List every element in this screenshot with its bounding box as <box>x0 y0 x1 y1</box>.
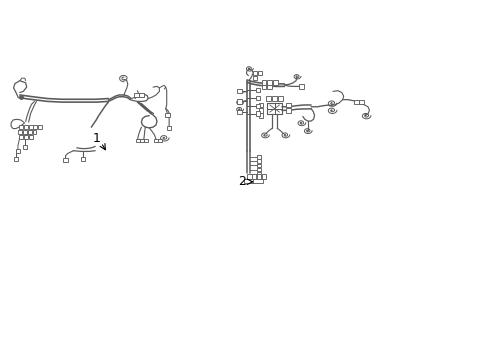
Bar <box>299 84 304 89</box>
Bar <box>165 113 169 117</box>
Bar <box>24 125 28 129</box>
Bar <box>237 99 242 104</box>
Bar <box>246 174 251 179</box>
Bar <box>261 174 265 179</box>
Bar <box>134 93 139 97</box>
Bar <box>28 130 31 134</box>
Bar <box>14 157 18 161</box>
Bar <box>258 108 263 113</box>
Bar <box>257 168 261 171</box>
Bar <box>253 179 263 183</box>
Bar <box>243 179 253 183</box>
Bar <box>255 88 260 92</box>
Bar <box>267 85 272 89</box>
Bar <box>19 125 23 129</box>
Bar <box>19 135 23 139</box>
Bar <box>255 111 260 116</box>
Bar <box>257 71 262 75</box>
Bar <box>257 159 261 163</box>
Bar <box>33 125 37 129</box>
Bar <box>139 93 143 97</box>
Bar <box>252 76 257 80</box>
Text: 1: 1 <box>92 132 100 145</box>
Bar <box>18 130 22 134</box>
Bar <box>257 155 261 158</box>
Bar <box>237 89 242 93</box>
Bar <box>166 126 171 130</box>
Bar <box>267 80 272 85</box>
Bar <box>22 145 27 149</box>
Bar <box>257 172 261 176</box>
Bar <box>252 71 257 75</box>
Bar <box>81 157 85 161</box>
Bar <box>16 149 20 153</box>
Bar <box>136 139 140 142</box>
Bar <box>140 139 143 142</box>
Bar <box>285 103 290 107</box>
Bar <box>143 139 147 142</box>
Bar <box>285 108 290 113</box>
Bar <box>23 130 27 134</box>
Bar <box>258 103 263 107</box>
Text: 2: 2 <box>238 175 245 188</box>
Bar <box>158 139 162 142</box>
Bar <box>353 100 358 104</box>
Bar <box>29 125 32 129</box>
Bar <box>278 96 283 101</box>
Bar <box>251 174 256 179</box>
Bar <box>272 96 277 101</box>
Bar <box>237 110 242 114</box>
Bar <box>261 80 266 85</box>
Bar <box>24 135 28 139</box>
Bar <box>266 96 271 101</box>
Bar <box>38 125 42 129</box>
Bar <box>154 139 158 142</box>
Bar <box>255 104 260 108</box>
Bar <box>256 174 261 179</box>
Bar <box>261 85 266 89</box>
Bar <box>258 113 263 118</box>
Bar <box>273 80 278 85</box>
Bar <box>358 100 363 104</box>
Bar <box>63 158 68 162</box>
Bar <box>32 130 36 134</box>
Bar <box>255 96 260 100</box>
Bar <box>29 135 32 139</box>
Bar <box>257 163 261 167</box>
